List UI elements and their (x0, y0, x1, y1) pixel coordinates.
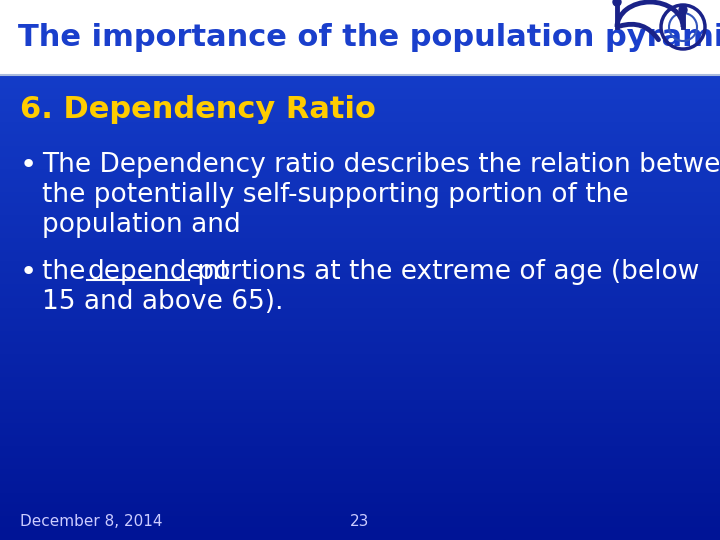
Text: dependent: dependent (87, 259, 230, 285)
Text: •: • (20, 258, 37, 286)
Text: the potentially self-supporting portion of the: the potentially self-supporting portion … (42, 182, 629, 208)
Text: The Dependency ratio describes the relation between: The Dependency ratio describes the relat… (42, 152, 720, 178)
Circle shape (613, 0, 621, 6)
Text: 6. Dependency Ratio: 6. Dependency Ratio (20, 96, 376, 125)
Text: 15 and above 65).: 15 and above 65). (42, 289, 284, 315)
Text: The importance of the population pyramids: The importance of the population pyramid… (18, 23, 720, 52)
Text: December 8, 2014: December 8, 2014 (20, 515, 163, 530)
Text: the: the (42, 259, 94, 285)
Text: portions at the extreme of age (below: portions at the extreme of age (below (189, 259, 699, 285)
Text: population and: population and (42, 212, 240, 238)
Text: •: • (20, 151, 37, 179)
Circle shape (679, 6, 687, 14)
Text: 23: 23 (351, 515, 369, 530)
FancyBboxPatch shape (0, 0, 720, 75)
